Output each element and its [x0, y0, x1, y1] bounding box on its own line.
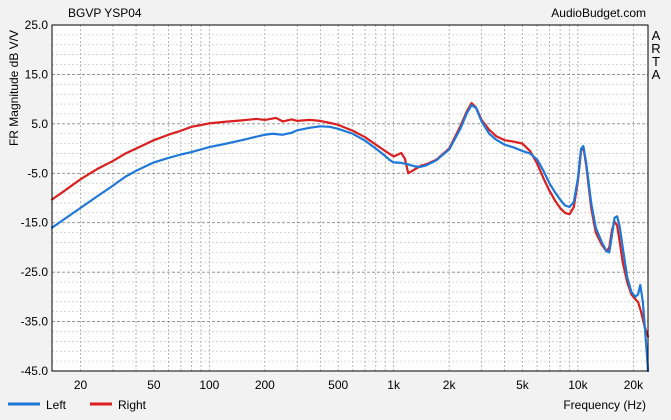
y-tick-label: 25.0	[25, 18, 49, 32]
legend-label-left: Left	[46, 398, 67, 412]
x-tick-label: 50	[147, 378, 161, 392]
y-axis-label: FR Magnitude dB V/V	[7, 30, 21, 146]
y-tick-label: 15.0	[25, 67, 49, 81]
x-axis-label: Frequency (Hz)	[563, 398, 646, 412]
side-letter: A	[652, 67, 661, 82]
legend-label-right: Right	[118, 398, 147, 412]
y-tick-label: -35.0	[21, 315, 49, 329]
x-tick-label: 100	[199, 378, 219, 392]
x-tick-label: 2k	[443, 378, 457, 392]
grid-lines	[52, 24, 648, 372]
y-tick-label: -5.0	[27, 166, 48, 180]
plot-background	[52, 25, 648, 371]
chart-title: BGVP YSP04	[68, 6, 142, 20]
legend: Left Right	[8, 398, 147, 412]
x-tick-label: 1k	[387, 378, 401, 392]
y-tick-label: 5.0	[31, 117, 48, 131]
x-tick-label: 20k	[624, 378, 644, 392]
y-tick-label: -15.0	[21, 216, 49, 230]
plot-frame	[51, 24, 649, 372]
y-tick-label: -45.0	[21, 364, 49, 378]
x-tick-label: 20	[74, 378, 88, 392]
x-tick-label: 5k	[516, 378, 530, 392]
brand-label: AudioBudget.com	[551, 6, 646, 20]
side-letter: R	[651, 41, 660, 56]
x-tick-label: 200	[255, 378, 275, 392]
side-label: A R T A	[651, 28, 660, 82]
series-line-left	[50, 103, 650, 373]
y-tick-label: -25.0	[21, 265, 49, 279]
series-lines	[50, 102, 650, 373]
x-tick-label: 500	[328, 378, 348, 392]
x-tick-label: 10k	[568, 378, 588, 392]
tick-labels: 25.0 15.0 5.0 -5.0 -15.0 -25.0 -35.0 -45.0 20 50 1…	[21, 18, 644, 392]
side-letter: T	[652, 54, 660, 69]
side-letter: A	[652, 28, 661, 43]
